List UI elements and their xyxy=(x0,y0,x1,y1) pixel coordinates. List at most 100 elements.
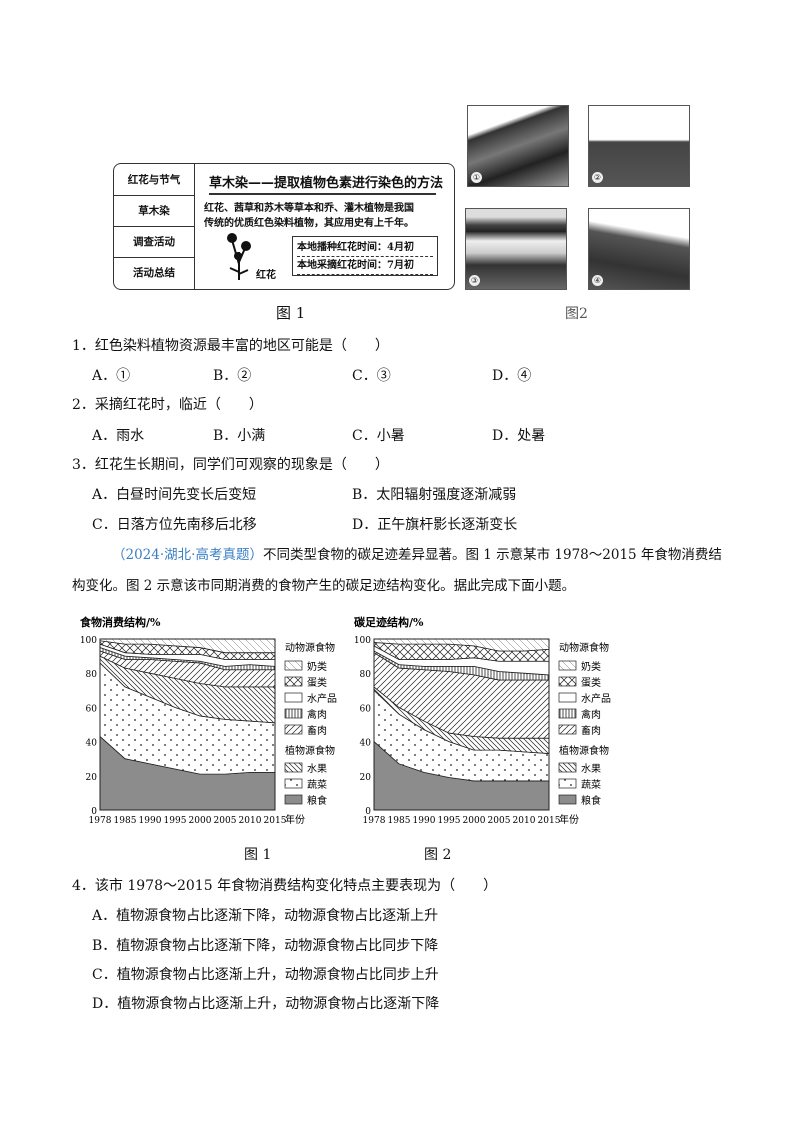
intro-text: 不同类型食物的碳足迹差异显著。图 1 示意某市 1978～2015 年食物消费结 xyxy=(262,547,722,563)
source-tag: （2024·湖北·高考真题） xyxy=(112,547,263,563)
legend-label: 蛋类 xyxy=(307,676,327,689)
legend-label: 奶类 xyxy=(581,660,601,673)
question-1: 1．红色染料植物资源最丰富的地区可能是（ ） xyxy=(72,338,389,354)
legend-swatch xyxy=(558,692,577,703)
option-b[interactable]: B．太阳辐射强度逐渐减弱 xyxy=(352,487,517,503)
intro-line-1: （2024·湖北·高考真题）不同类型食物的碳足迹差异显著。图 1 示意某市 19… xyxy=(112,547,722,563)
photo-number: ① xyxy=(471,172,482,183)
chart2-caption: 图 2 xyxy=(424,847,452,863)
option-d[interactable]: D．植物源食物占比逐渐上升，动物源食物占比逐渐下降 xyxy=(92,996,440,1012)
y-tick-label: 100 xyxy=(354,636,371,646)
legend-swatch xyxy=(284,762,303,773)
legend-label: 禽肉 xyxy=(581,708,601,721)
divider xyxy=(209,193,436,195)
legend-swatch xyxy=(284,724,303,735)
x-tick-label: 1995 xyxy=(438,816,461,826)
legend-label: 水果 xyxy=(307,763,327,775)
legend-swatch xyxy=(558,708,577,719)
option-b[interactable]: B．② xyxy=(213,368,252,384)
flower-label: 红花 xyxy=(256,270,276,281)
option-d[interactable]: D．正午旗杆影长逐渐变长 xyxy=(352,517,518,533)
y-tick-label: 0 xyxy=(365,807,371,817)
y-tick-label: 60 xyxy=(86,704,98,714)
x-tick-label: 2015 xyxy=(538,816,561,826)
x-tick-label: 2015 xyxy=(264,816,287,826)
x-tick-label: 2000 xyxy=(463,816,486,826)
x-tick-label: 2010 xyxy=(513,816,536,826)
photo-grassland: ② xyxy=(588,105,690,187)
photo-mountains: ① xyxy=(467,105,569,187)
intro-line-2: 构变化。图 2 示意该市同期消费的食物产生的碳足迹结构变化。据此完成下面小题。 xyxy=(72,578,576,594)
option-d[interactable]: D．④ xyxy=(492,368,532,384)
legend-swatch xyxy=(558,660,577,671)
y-tick-label: 60 xyxy=(360,704,372,714)
y-tick-label: 20 xyxy=(86,773,98,783)
legend-label: 禽肉 xyxy=(307,708,327,721)
legend-swatch xyxy=(558,794,577,805)
option-c[interactable]: C．小暑 xyxy=(352,428,405,444)
legend-swatch xyxy=(284,692,303,703)
option-a[interactable]: A．① xyxy=(92,368,131,384)
tab-label-active: 草木染 xyxy=(114,195,194,227)
option-a[interactable]: A．植物源食物占比逐渐下降，动物源食物占比逐渐上升 xyxy=(92,908,439,924)
question-2: 2．采摘红花时，临近（ ） xyxy=(72,397,263,413)
figure2-caption: 图2 xyxy=(565,306,588,322)
chart-title: 碳足迹结构/% xyxy=(354,615,424,629)
note-line: 本地采摘红花时间：7月初 xyxy=(297,257,433,275)
photo-number: ④ xyxy=(592,275,603,286)
option-c[interactable]: C．③ xyxy=(352,368,391,384)
legend-label: 畜肉 xyxy=(581,724,601,737)
option-a[interactable]: A．雨水 xyxy=(92,428,145,444)
chart-title: 食物消费结构/% xyxy=(80,615,161,629)
legend-swatch xyxy=(284,676,303,687)
figure1-heading: 草木染——提取植物色素进行染色的方法 xyxy=(209,176,444,191)
figure1-panel: 红花与节气 草木染 调查活动 活动总结 草木染——提取植物色素进行染色的方法 红… xyxy=(113,163,455,290)
legend-label: 水产品 xyxy=(581,692,611,705)
x-tick-label: 2005 xyxy=(214,816,237,826)
legend-swatch xyxy=(284,708,303,719)
x-tick-label: 1995 xyxy=(164,816,187,826)
x-tick-label: 1990 xyxy=(413,816,436,826)
legend-swatch xyxy=(558,762,577,773)
x-tick-label: 1990 xyxy=(139,816,162,826)
legend-group-title: 植物源食物 xyxy=(285,744,335,757)
legend-label: 畜肉 xyxy=(307,724,327,737)
option-a[interactable]: A．白昼时间先变长后变短 xyxy=(92,487,257,503)
note-line: 本地播种红花时间：4月初 xyxy=(297,239,433,257)
tab-label: 调查活动 xyxy=(114,226,194,258)
x-tick-label: 1978 xyxy=(363,816,386,826)
photo-desert: ③ xyxy=(465,208,567,290)
safflower-icon xyxy=(227,233,251,280)
figure1-tabs: 红花与节气 草木染 调查活动 活动总结 xyxy=(114,164,195,289)
y-tick-label: 80 xyxy=(360,670,372,680)
legend-swatch xyxy=(284,660,303,671)
x-tick-label: 2000 xyxy=(189,816,212,826)
option-b[interactable]: B．小满 xyxy=(213,428,266,444)
body-line: 传统的优质红色染料植物，其应用史有上千年。 xyxy=(204,218,414,229)
plot-frame xyxy=(373,638,550,811)
legend-swatch xyxy=(558,778,577,789)
x-tick-label: 1985 xyxy=(388,816,411,826)
option-d[interactable]: D．处暑 xyxy=(492,428,546,444)
x-tick-label: 1978 xyxy=(89,816,112,826)
option-c[interactable]: C．日落方位先南移后北移 xyxy=(92,517,257,533)
question-4: 4．该市 1978～2015 年食物消费结构变化特点主要表现为（ ） xyxy=(72,878,498,894)
photo-forest: ④ xyxy=(588,208,690,290)
option-c[interactable]: C．植物源食物占比逐渐上升，动物源食物占比同步上升 xyxy=(92,967,439,983)
x-tick-label: 2010 xyxy=(239,816,262,826)
legend-group-title: 植物源食物 xyxy=(559,744,609,757)
y-tick-label: 40 xyxy=(360,739,372,749)
y-tick-label: 20 xyxy=(360,773,372,783)
x-tick-label: 2005 xyxy=(488,816,511,826)
option-b[interactable]: B．植物源食物占比逐渐下降，动物源食物占比同步下降 xyxy=(92,938,439,954)
body-line: 红花、茜草和苏木等草本和乔、灌木植物是我国 xyxy=(204,203,414,214)
x-tick-label: 1985 xyxy=(114,816,137,826)
legend-label: 蛋类 xyxy=(581,676,601,689)
legend-label: 奶类 xyxy=(307,660,327,673)
legend-label: 蔬菜 xyxy=(307,779,327,791)
legend-group-title: 动物源食物 xyxy=(559,641,609,654)
food-consumption-chart: 食物消费结构/% 0 20 40 60 80 100 1978 1985 1990 1995 2000… xyxy=(80,615,337,826)
plot-frame xyxy=(99,638,276,811)
legend-swatch xyxy=(284,794,303,805)
figure1-caption: 图 1 xyxy=(276,304,306,322)
